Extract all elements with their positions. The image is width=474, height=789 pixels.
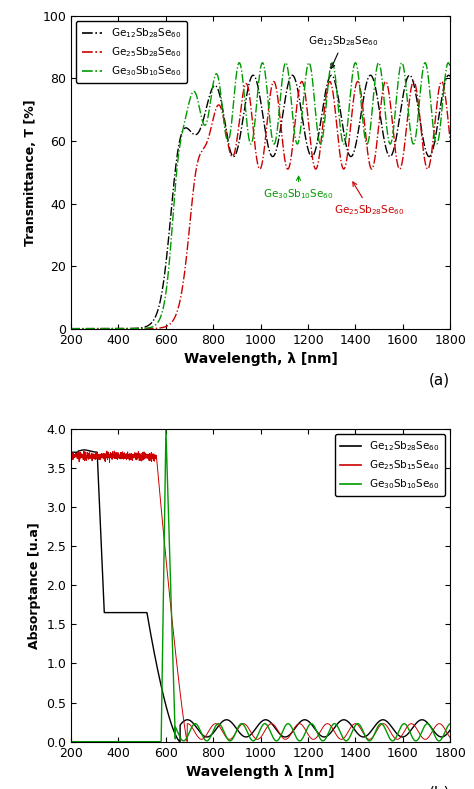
Legend: Ge$_{12}$Sb$_{28}$Se$_{60}$, Ge$_{25}$Sb$_{15}$Se$_{40}$, Ge$_{30}$Sb$_{10}$Se$_: Ge$_{12}$Sb$_{28}$Se$_{60}$, Ge$_{25}$Sb…	[335, 434, 445, 496]
Text: Ge$_{25}$Sb$_{28}$Se$_{60}$: Ge$_{25}$Sb$_{28}$Se$_{60}$	[334, 182, 405, 217]
X-axis label: Wavelength, λ [nm]: Wavelength, λ [nm]	[184, 352, 337, 366]
Text: (b): (b)	[429, 786, 450, 789]
Text: (a): (a)	[429, 372, 450, 387]
X-axis label: Wavelength λ [nm]: Wavelength λ [nm]	[186, 765, 335, 779]
Y-axis label: Transmittance, T [%]: Transmittance, T [%]	[24, 99, 37, 245]
Text: Ge$_{30}$Sb$_{10}$Se$_{60}$: Ge$_{30}$Sb$_{10}$Se$_{60}$	[263, 176, 334, 201]
Text: Ge$_{12}$Sb$_{28}$Se$_{60}$: Ge$_{12}$Sb$_{28}$Se$_{60}$	[308, 34, 379, 69]
Y-axis label: Absorptance [u.a]: Absorptance [u.a]	[27, 522, 41, 649]
Legend: Ge$_{12}$Sb$_{28}$Se$_{60}$, Ge$_{25}$Sb$_{28}$Se$_{60}$, Ge$_{30}$Sb$_{10}$Se$_: Ge$_{12}$Sb$_{28}$Se$_{60}$, Ge$_{25}$Sb…	[76, 21, 187, 83]
